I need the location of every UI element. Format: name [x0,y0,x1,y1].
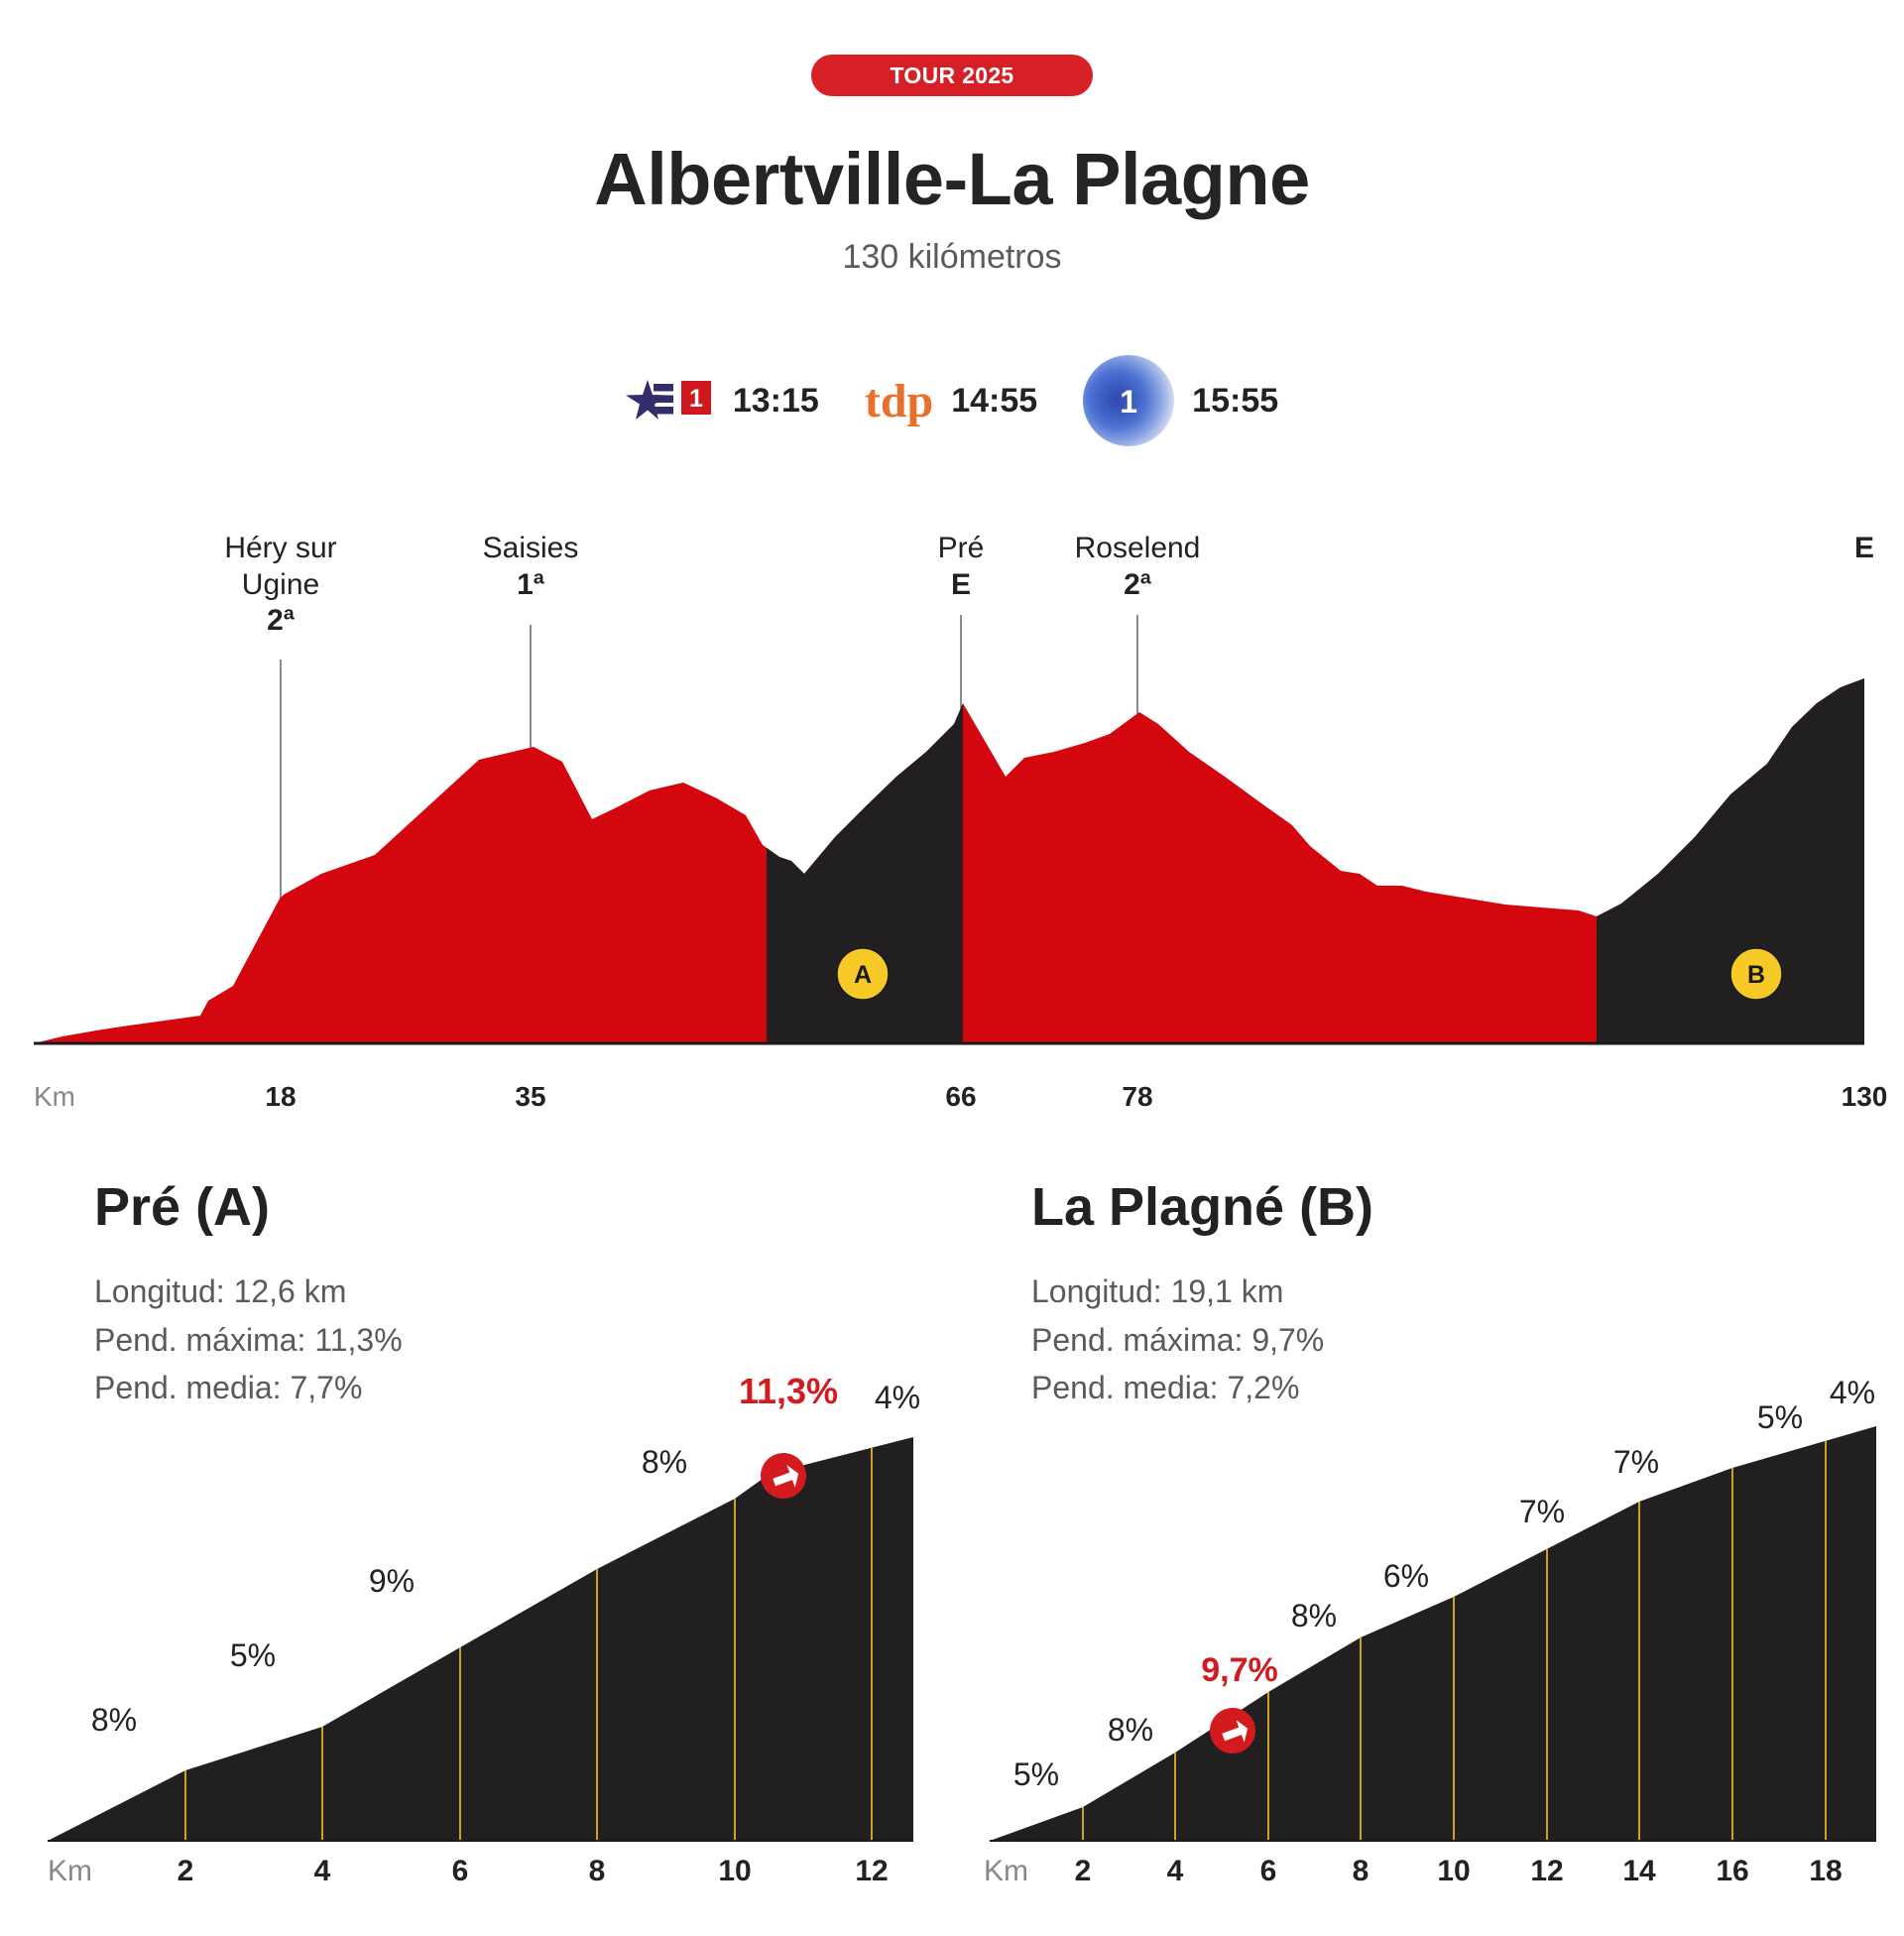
svg-text:8: 8 [589,1855,606,1887]
svg-text:10: 10 [718,1855,751,1887]
svg-text:8%: 8% [1108,1712,1153,1748]
svg-text:6: 6 [452,1855,469,1887]
svg-text:B: B [1747,961,1765,989]
svg-text:4%: 4% [1830,1375,1875,1410]
svg-text:8: 8 [1353,1855,1369,1887]
svg-text:4: 4 [1167,1855,1184,1887]
svg-text:2: 2 [178,1855,194,1887]
svg-text:2: 2 [1075,1855,1092,1887]
svg-text:1: 1 [689,385,703,413]
svg-text:5%: 5% [1013,1756,1059,1792]
svg-text:18: 18 [1809,1855,1842,1887]
svg-text:12: 12 [855,1855,888,1887]
svg-text:10: 10 [1437,1855,1470,1887]
svg-text:8%: 8% [1291,1598,1337,1634]
svg-text:9,7%: 9,7% [1201,1651,1278,1689]
svg-text:6%: 6% [1383,1558,1429,1594]
svg-text:14: 14 [1622,1855,1656,1887]
svg-text:Km: Km [48,1855,92,1887]
svg-text:8%: 8% [91,1702,137,1738]
svg-text:6: 6 [1260,1855,1277,1887]
svg-text:Km: Km [984,1855,1028,1887]
svg-text:4%: 4% [875,1380,920,1415]
svg-text:11,3%: 11,3% [739,1371,838,1411]
svg-text:5%: 5% [230,1637,276,1673]
svg-text:8%: 8% [642,1444,687,1480]
svg-text:16: 16 [1716,1855,1748,1887]
svg-text:4: 4 [314,1855,331,1887]
svg-text:9%: 9% [369,1563,415,1599]
svg-text:7%: 7% [1613,1444,1659,1480]
svg-text:7%: 7% [1519,1494,1565,1529]
svg-text:12: 12 [1530,1855,1563,1887]
svg-text:5%: 5% [1757,1399,1803,1435]
svg-text:A: A [854,961,872,989]
